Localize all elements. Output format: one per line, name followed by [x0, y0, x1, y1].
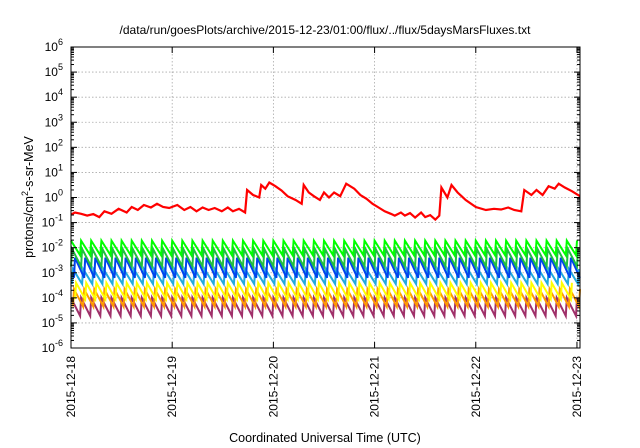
periodic-series-line	[70, 245, 579, 271]
y-tick-label-base: 10	[42, 216, 56, 230]
y-tick-label-exponent: 3	[58, 112, 63, 122]
x-tick-label: 2015-12-22	[469, 356, 483, 418]
periodic-series-line	[70, 237, 578, 259]
y-tick-label: 103	[45, 112, 63, 129]
y-tick-label-base: 10	[45, 165, 59, 179]
y-tick-label-base: 10	[45, 40, 59, 54]
x-tick-label: 2015-12-23	[570, 356, 584, 418]
y-tick-label-exponent: -2	[55, 238, 63, 248]
y-tick-label: 104	[45, 87, 63, 104]
y-tick-label-base: 10	[45, 115, 59, 129]
series-layer	[70, 181, 581, 222]
y-axis-label-superscript: 2	[20, 191, 30, 196]
y-tick-label-exponent: 0	[58, 188, 63, 198]
axis-ticks	[70, 46, 580, 349]
y-tick-label-exponent: -4	[55, 288, 63, 298]
y-tick-label-base: 10	[42, 316, 56, 330]
x-tick-label: 2015-12-21	[368, 356, 382, 418]
y-tick-label-exponent: 6	[58, 37, 63, 47]
y-tick-label-base: 10	[45, 90, 59, 104]
y-tick-label: 101	[45, 162, 63, 179]
y-tick-label: 10-1	[42, 213, 63, 230]
x-tick-labels: 2015-12-18 2015-12-19 2015-12-20 2015-12-21…	[64, 356, 584, 418]
y-axis-label: protons/cm2-s-sr-MeV	[20, 135, 36, 257]
y-tick-label-base: 10	[45, 140, 59, 154]
x-axis-label: Coordinated Universal Time (UTC)	[229, 431, 421, 445]
y-axis-label-rest: -s-sr-MeV	[22, 135, 36, 191]
y-tick-labels: 10610510410310210110010-110-210-310-410-…	[42, 37, 63, 355]
periodic-series-line	[73, 257, 581, 279]
y-tick-label-exponent: 2	[58, 137, 63, 147]
chart-title: /data/run/goesPlots/archive/2015-12-23/0…	[120, 23, 532, 37]
y-tick-label-exponent: -5	[55, 313, 63, 323]
y-tick-label-base: 10	[45, 65, 59, 79]
y-tick-label-base: 10	[42, 241, 56, 255]
y-tick-label: 10-5	[42, 313, 63, 330]
y-tick-label: 102	[45, 137, 63, 154]
y-tick-label: 10-4	[42, 288, 63, 305]
y-tick-label-exponent: -3	[55, 263, 63, 273]
periodic-series-layer	[70, 237, 581, 320]
x-tick-label: 2015-12-20	[266, 356, 280, 418]
y-tick-label-exponent: 5	[58, 62, 63, 72]
periodic-series-line	[70, 293, 578, 320]
series-line	[70, 181, 581, 222]
y-tick-label: 10-3	[42, 263, 63, 280]
y-tick-label-exponent: 4	[58, 87, 63, 97]
y-tick-label-base: 10	[42, 291, 56, 305]
y-tick-label-base: 10	[42, 266, 56, 280]
y-axis-label-base: protons/cm	[22, 196, 36, 258]
x-tick-label: 2015-12-18	[64, 356, 78, 418]
y-tick-label-exponent: -6	[55, 338, 63, 348]
y-tick-label: 10-6	[42, 338, 63, 355]
y-tick-label: 106	[45, 37, 63, 54]
y-tick-label-base: 10	[42, 341, 56, 355]
y-tick-label: 105	[45, 62, 63, 79]
x-tick-label: 2015-12-19	[165, 356, 179, 418]
y-tick-label-exponent: -1	[55, 213, 63, 223]
y-tick-label: 10-2	[42, 238, 63, 255]
y-tick-label-base: 10	[45, 191, 59, 205]
y-tick-label-exponent: 1	[58, 162, 63, 172]
periodic-series-line	[74, 279, 573, 303]
y-tick-label: 100	[45, 188, 63, 205]
